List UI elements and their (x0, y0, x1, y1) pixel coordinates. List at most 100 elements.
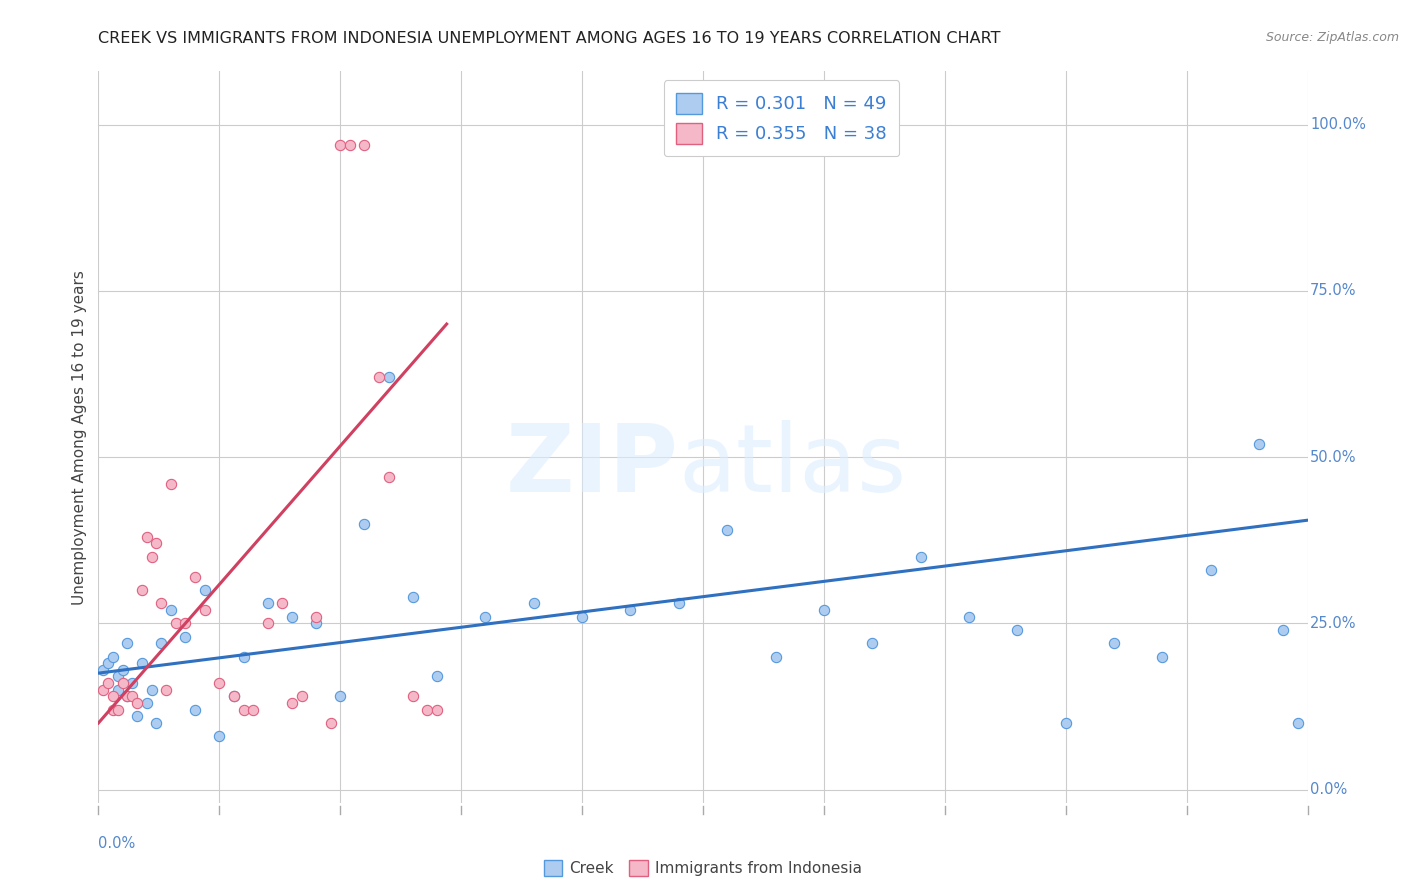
Text: CREEK VS IMMIGRANTS FROM INDONESIA UNEMPLOYMENT AMONG AGES 16 TO 19 YEARS CORREL: CREEK VS IMMIGRANTS FROM INDONESIA UNEMP… (98, 31, 1001, 46)
Point (716, 523, 738, 537)
Point (141, 682, 163, 697)
Point (329, 690, 352, 704)
Point (107, 669, 129, 683)
Text: 75.0%: 75.0% (1310, 284, 1357, 298)
Point (860, 636, 883, 650)
Point (135, 696, 157, 710)
Point (107, 682, 129, 697)
Point (256, 596, 278, 610)
Point (121, 676, 143, 690)
Point (222, 690, 245, 704)
Point (290, 690, 312, 704)
Point (117, 690, 139, 704)
Point (127, 696, 149, 710)
Point (353, 137, 375, 152)
Point (208, 676, 231, 690)
Text: Source: ZipAtlas.com: Source: ZipAtlas.com (1265, 31, 1399, 45)
Point (1007, 623, 1029, 637)
Point (242, 703, 264, 717)
Point (121, 690, 143, 704)
Point (305, 616, 328, 631)
Y-axis label: Unemployment Among Ages 16 to 19 years: Unemployment Among Ages 16 to 19 years (72, 269, 87, 605)
Point (281, 696, 304, 710)
Point (1054, 716, 1077, 731)
Point (141, 549, 163, 564)
Point (1272, 623, 1295, 637)
Point (145, 716, 167, 731)
Point (232, 649, 254, 664)
Legend: Creek, Immigrants from Indonesia: Creek, Immigrants from Indonesia (537, 855, 869, 882)
Point (117, 636, 139, 650)
Point (117, 690, 139, 704)
Point (232, 703, 254, 717)
Point (571, 609, 593, 624)
Text: atlas: atlas (679, 420, 907, 512)
Point (160, 476, 183, 491)
Point (101, 703, 124, 717)
Point (619, 603, 641, 617)
Point (1199, 563, 1222, 577)
Point (416, 703, 439, 717)
Point (305, 609, 328, 624)
Point (131, 582, 153, 597)
Point (523, 596, 546, 610)
Point (281, 609, 304, 624)
Point (135, 530, 157, 544)
Point (1286, 716, 1309, 731)
Point (377, 470, 399, 484)
Point (101, 649, 124, 664)
Point (426, 703, 449, 717)
Point (101, 690, 124, 704)
Point (194, 603, 217, 617)
Point (165, 616, 187, 631)
Point (150, 596, 173, 610)
Point (111, 676, 134, 690)
Point (127, 709, 149, 723)
Point (174, 616, 197, 631)
Point (377, 370, 399, 384)
Text: 25.0%: 25.0% (1310, 615, 1357, 631)
Point (111, 663, 134, 677)
Point (329, 137, 352, 152)
Point (474, 609, 496, 624)
Point (402, 690, 425, 704)
Point (222, 690, 245, 704)
Point (668, 596, 690, 610)
Point (155, 682, 177, 697)
Legend: R = 0.301   N = 49, R = 0.355   N = 38: R = 0.301 N = 49, R = 0.355 N = 38 (664, 80, 900, 156)
Point (813, 603, 835, 617)
Point (353, 516, 375, 531)
Point (107, 703, 129, 717)
Point (1249, 436, 1271, 450)
Point (319, 716, 342, 731)
Point (97, 676, 120, 690)
Point (184, 703, 207, 717)
Point (426, 669, 449, 683)
Text: 50.0%: 50.0% (1310, 450, 1357, 465)
Point (194, 582, 217, 597)
Point (145, 536, 167, 550)
Point (184, 570, 207, 584)
Text: 0.0%: 0.0% (98, 836, 135, 851)
Point (368, 370, 391, 384)
Point (765, 649, 787, 664)
Point (160, 603, 183, 617)
Point (174, 630, 197, 644)
Point (131, 656, 153, 670)
Point (339, 137, 361, 152)
Point (97, 656, 120, 670)
Text: 0.0%: 0.0% (1310, 782, 1347, 797)
Point (150, 636, 173, 650)
Point (1102, 636, 1125, 650)
Point (910, 549, 932, 564)
Point (91, 663, 114, 677)
Text: ZIP: ZIP (506, 420, 679, 512)
Point (402, 590, 425, 604)
Point (271, 596, 294, 610)
Point (208, 729, 231, 743)
Point (957, 609, 980, 624)
Point (1152, 649, 1174, 664)
Point (91, 682, 114, 697)
Point (256, 616, 278, 631)
Text: 100.0%: 100.0% (1310, 117, 1365, 132)
